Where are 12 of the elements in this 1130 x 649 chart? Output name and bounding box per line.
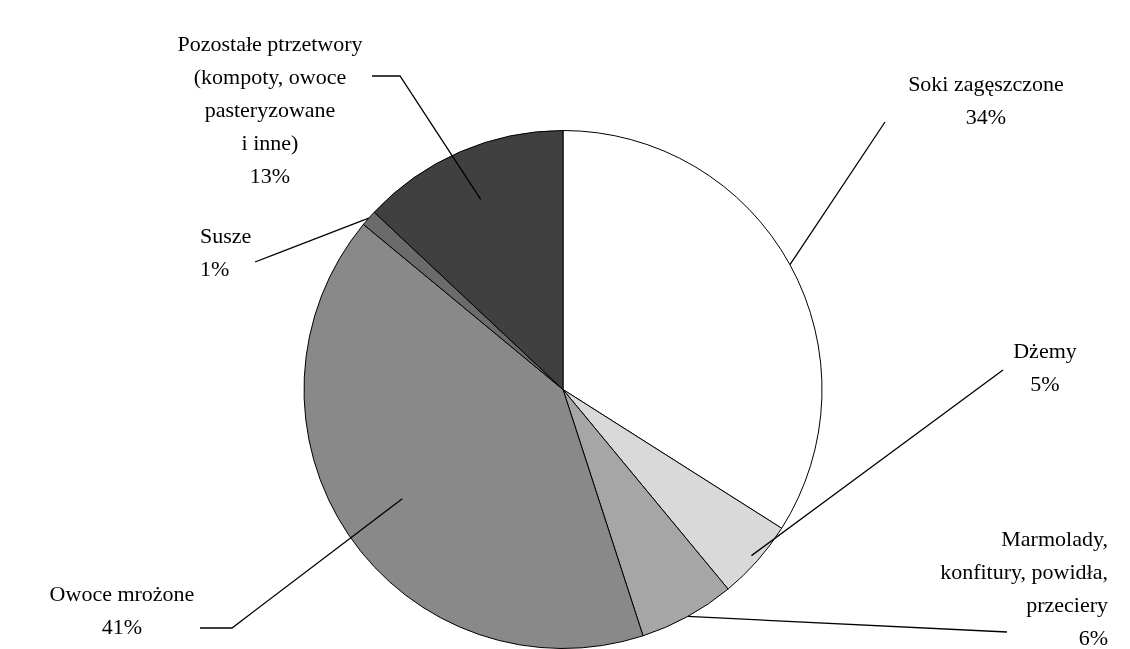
slice-label: Pozostałe ptrzetwory (kompoty, owoce pasteryzowane i inne): [177, 30, 363, 155]
data-label: 1%: [200, 255, 230, 281]
data-label: 6%: [1078, 624, 1108, 649]
slice-label: Marmolady, konfitury, powidła, przeciery: [940, 525, 1108, 617]
slice-label: Susze: [200, 222, 252, 248]
data-label: 5%: [1030, 370, 1060, 396]
slice-label: Owoce mrożone: [49, 580, 195, 606]
data-label: 34%: [965, 103, 1007, 129]
data-label: 41%: [101, 613, 143, 639]
slice-label: Dżemy: [1013, 337, 1077, 363]
slice-label: Soki zagęszczone: [908, 70, 1064, 96]
data-label: 13%: [249, 162, 291, 188]
